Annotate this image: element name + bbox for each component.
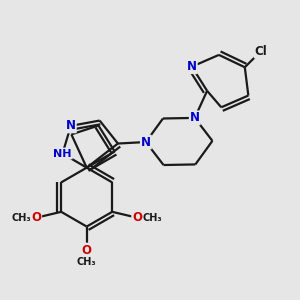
- Text: N: N: [141, 136, 151, 148]
- Text: CH₃: CH₃: [77, 257, 97, 267]
- Text: O: O: [82, 244, 92, 256]
- Text: Cl: Cl: [255, 45, 267, 58]
- Text: N: N: [190, 111, 200, 124]
- Text: NH: NH: [53, 148, 72, 158]
- Text: N: N: [66, 119, 76, 132]
- Text: O: O: [31, 211, 41, 224]
- Text: CH₃: CH₃: [143, 213, 162, 223]
- Text: N: N: [187, 60, 197, 73]
- Text: O: O: [132, 211, 142, 224]
- Text: CH₃: CH₃: [11, 213, 31, 223]
